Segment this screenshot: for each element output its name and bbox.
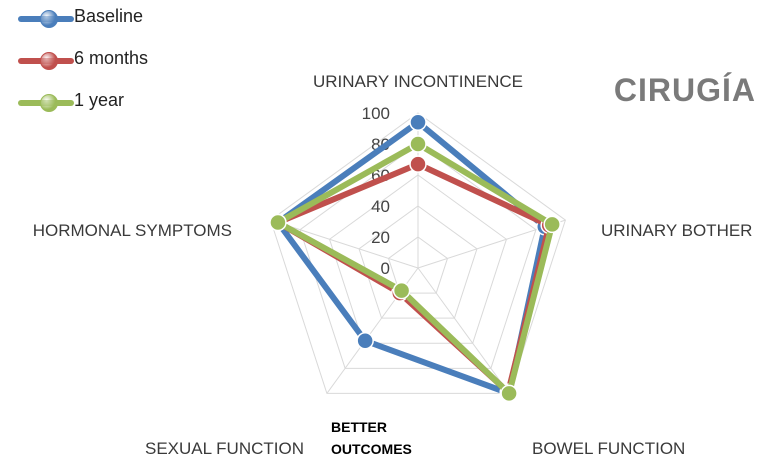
grid-ring-3: [328, 174, 508, 344]
data-point-1-year-urinary-incontinence: [409, 135, 427, 153]
axis-label-urinary-incontinence: URINARY INCONTINENCE: [313, 72, 523, 91]
tick-label-100: 100: [362, 104, 390, 123]
axis-label-bowel-function: BOWEL FUNCTION: [532, 439, 685, 458]
legend-marker-baseline: [40, 10, 58, 28]
axis-spoke-2: [417, 267, 510, 394]
grid-ring-1: [387, 236, 449, 294]
data-point-1-year-sexual-function: [392, 281, 411, 300]
data-point-baseline-sexual-function: [356, 331, 374, 350]
data-point-1-year-hormonal-symptoms: [269, 213, 287, 232]
axis-label-hormonal-symptoms: HORMONAL SYMPTOMS: [33, 221, 232, 240]
annotation-line-1: BETTER: [331, 419, 387, 435]
legend-marker-1-year: [40, 94, 58, 112]
grid-ring-2: [358, 205, 478, 319]
legend-marker-6-months: [40, 52, 58, 70]
legend-label-baseline: Baseline: [74, 6, 144, 26]
data-point-1-year-urinary-bother: [543, 215, 561, 234]
axis-label-urinary-bother: URINARY BOTHER: [601, 221, 752, 240]
axis-label-sexual-function: SEXUAL FUNCTION: [145, 439, 304, 458]
better-outcomes-annotation: BETTER OUTCOMES: [331, 416, 412, 460]
axis-spoke-4: [270, 219, 419, 269]
series-line-1-year: [274, 141, 556, 397]
tick-label-40: 40: [371, 197, 390, 216]
data-point-6-months-urinary-incontinence: [409, 155, 427, 173]
data-point-baseline-urinary-incontinence: [409, 113, 427, 132]
data-point-1-year-bowel-function: [500, 384, 518, 403]
tick-label-20: 20: [371, 228, 390, 247]
grid-ring-4: [299, 143, 537, 369]
grid-ring-5: [269, 112, 567, 394]
legend-label-6-months: 6 months: [74, 48, 149, 68]
annotation-line-2: OUTCOMES: [331, 441, 412, 457]
chart-title: CIRUGÍA: [613, 72, 756, 108]
tick-label-0: 0: [381, 259, 390, 278]
legend-label-1-year: 1 year: [74, 90, 125, 110]
